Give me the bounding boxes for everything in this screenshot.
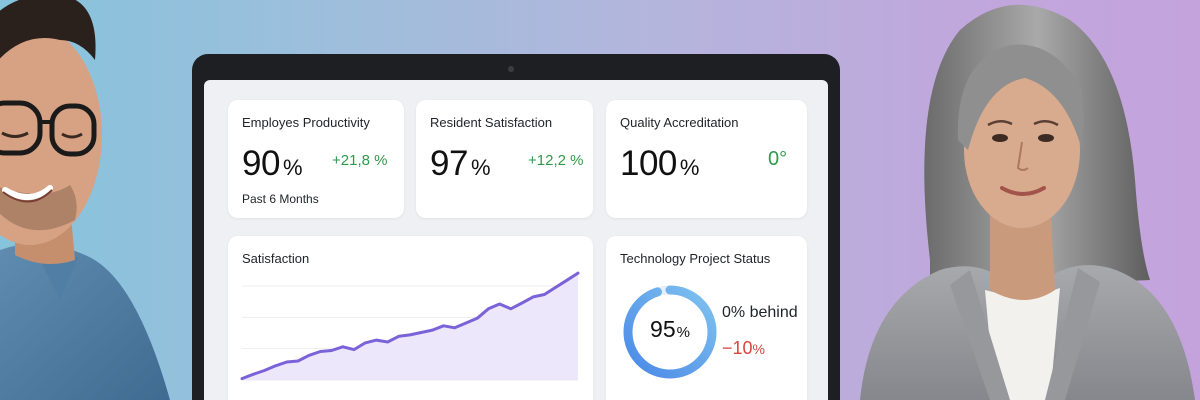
kpi-title: Quality Accreditation — [620, 115, 739, 130]
kpi-delta: +21,8 % — [332, 152, 388, 169]
chart-point — [431, 328, 434, 332]
chart-point — [397, 335, 400, 338]
chart-point — [442, 324, 445, 328]
kpi-value: 90% — [242, 144, 303, 183]
kpi-delta: +12,2 % — [528, 152, 584, 169]
kpi-card-employee-productivity[interactable]: Employes Productivity 90% +21,8 % Past 6… — [228, 100, 404, 218]
chart-point — [554, 286, 557, 289]
kpi-delta: 0° — [768, 148, 788, 170]
negative-change: −10% — [722, 338, 765, 358]
donut-progress-arc — [623, 285, 717, 379]
chart-point — [263, 369, 266, 372]
tech-status-title: Technology Project Status — [620, 251, 771, 266]
chart-point — [386, 340, 389, 344]
chart-point — [565, 279, 568, 282]
chart-point — [453, 326, 456, 329]
chart-point — [352, 348, 356, 351]
donut-value: 95% — [650, 316, 690, 342]
chart-point — [476, 317, 479, 320]
progress-donut — [623, 285, 717, 379]
satisfaction-area-chart — [240, 271, 580, 381]
woman-with-gray-hair-photo — [850, 0, 1200, 400]
chart-point — [509, 307, 512, 310]
chart-point — [296, 359, 300, 363]
dashboard-screen: Employes Productivity 90% +21,8 % Past 6… — [204, 80, 828, 400]
kpi-card-quality-accreditation[interactable]: Quality Accreditation 100% 0° — [606, 100, 807, 218]
kpi-title: Resident Satisfaction — [430, 115, 553, 130]
satisfaction-chart-card[interactable]: Satisfaction — [228, 236, 593, 400]
man-with-glasses-photo — [0, 0, 175, 400]
schedule-status: 0% behind — [722, 304, 798, 321]
kpi-value: 100% — [620, 144, 700, 183]
chart-point — [543, 293, 546, 296]
chart-point — [252, 373, 255, 376]
chart-area-fill — [242, 273, 578, 380]
chart-point — [375, 338, 378, 342]
chart-point — [464, 321, 468, 325]
chart-point — [285, 360, 288, 364]
kpi-period: Past 6 Months — [242, 192, 319, 206]
chart-point — [240, 377, 244, 380]
chart-point — [308, 354, 311, 357]
kpi-value: 97% — [430, 144, 491, 183]
chart-point — [520, 301, 524, 305]
chart-point — [498, 302, 501, 306]
kpi-title: Employes Productivity — [242, 115, 370, 130]
camera-icon — [508, 66, 514, 72]
chart-point — [532, 295, 535, 299]
chart-point — [420, 331, 423, 334]
chart-point — [408, 333, 412, 337]
chart-point — [576, 271, 580, 275]
chart-point — [364, 341, 367, 345]
chart-point — [487, 307, 490, 310]
kpi-card-resident-satisfaction[interactable]: Resident Satisfaction 97% +12,2 % — [416, 100, 593, 218]
chart-point — [274, 364, 277, 367]
chart-point — [319, 350, 322, 353]
chart-title: Satisfaction — [242, 251, 310, 266]
chart-point — [330, 349, 333, 352]
chart-point — [341, 345, 344, 348]
technology-status-card[interactable]: Technology Project Status 95% 0% behind … — [606, 236, 807, 400]
